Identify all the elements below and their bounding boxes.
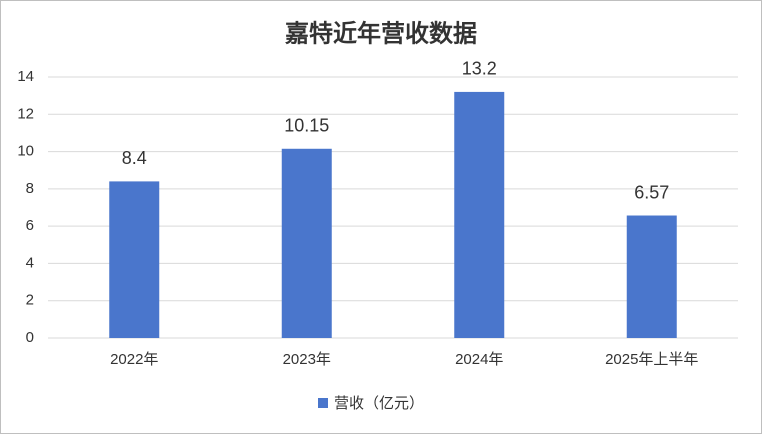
x-tick-label: 2024年 xyxy=(455,351,503,368)
x-tick-label: 2023年 xyxy=(283,351,331,368)
y-tick-label: 6 xyxy=(26,217,34,234)
data-label: 13.2 xyxy=(462,59,497,79)
chart-title: 嘉特近年营收数据 xyxy=(285,19,477,47)
legend-swatch xyxy=(318,398,328,408)
legend-label: 营收（亿元） xyxy=(334,395,424,412)
y-tick-label: 2 xyxy=(26,292,34,309)
bar xyxy=(109,181,160,338)
y-tick-label: 14 xyxy=(17,68,34,85)
bar xyxy=(626,215,677,338)
bar xyxy=(281,148,332,338)
y-tick-label: 0 xyxy=(26,329,34,346)
x-tick-label: 2025年上半年 xyxy=(605,351,698,368)
data-label: 8.4 xyxy=(122,148,147,168)
y-tick-label: 4 xyxy=(26,254,34,271)
data-label: 10.15 xyxy=(284,116,329,136)
x-tick-label: 2022年 xyxy=(110,351,158,368)
bar xyxy=(454,91,505,339)
data-label: 6.57 xyxy=(634,182,669,202)
y-tick-label: 12 xyxy=(17,105,34,122)
y-tick-label: 10 xyxy=(17,143,34,160)
y-tick-label: 8 xyxy=(26,180,34,197)
